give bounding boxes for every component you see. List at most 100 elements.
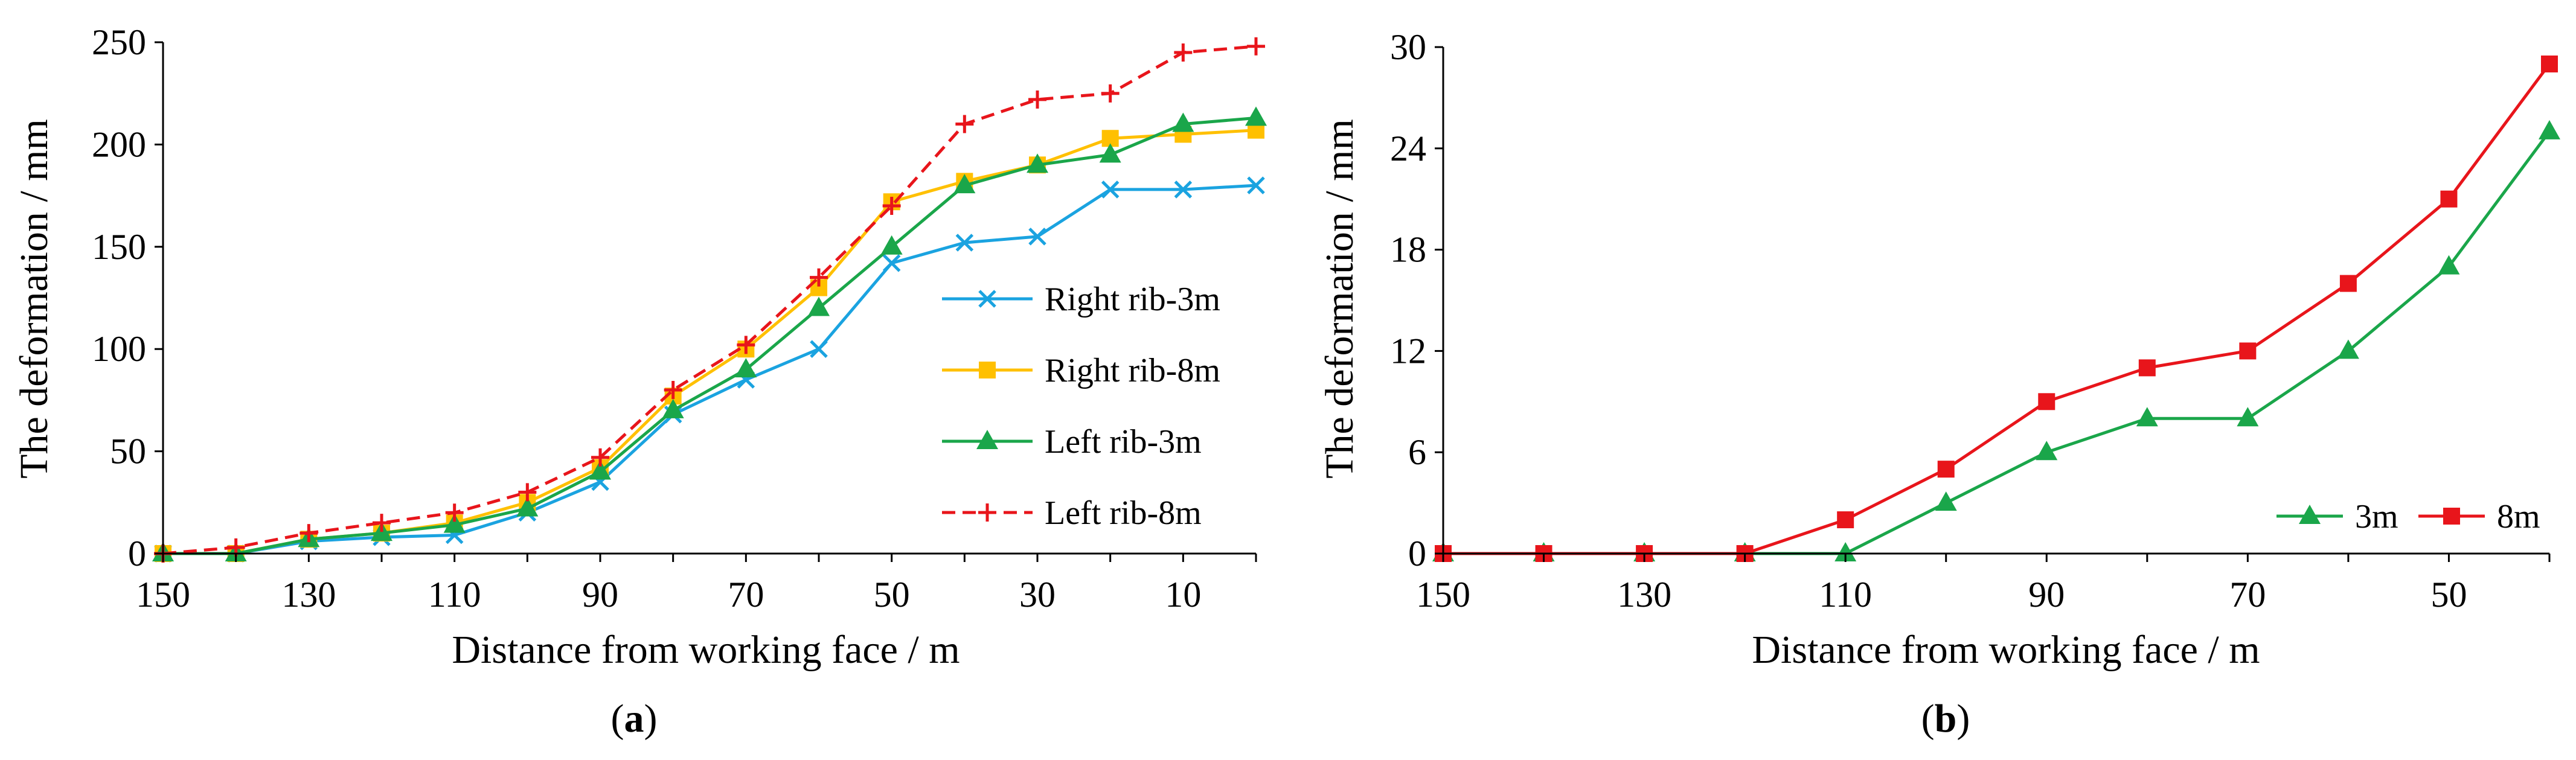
chart-b-x-axis-title: Distance from working face / m <box>1752 628 2260 672</box>
chart-a-series-left-rib-3m-point <box>953 174 976 194</box>
chart-b-y-axis-title: The deformation / mm <box>1318 119 1362 479</box>
chart-b-x-tick-label: 130 <box>1617 575 1671 615</box>
chart-b-series-8m-point <box>2541 55 2558 72</box>
chart-a-series-left-rib-8m-point <box>300 524 318 543</box>
chart-b-y-tick-label: 6 <box>1408 432 1426 472</box>
chart-b-y-tick-label: 12 <box>1390 331 1426 371</box>
chart-a-x-tick-label: 50 <box>874 575 910 615</box>
chart-a-y-tick-label: 50 <box>110 432 146 471</box>
chart-b-series-3m-point <box>2237 407 2259 427</box>
chart-b-series-3m-point <box>2337 339 2359 359</box>
chart-a-series-left-rib-8m-legend-marker <box>978 503 996 522</box>
chart-b-x-tick-label: 150 <box>1416 575 1470 615</box>
chart-b-series-8m-legend-marker <box>2443 508 2460 525</box>
chart-a-series-left-rib-3m-point <box>808 296 830 316</box>
chart-a-series-right-rib-3m-legend-marker <box>978 290 996 308</box>
chart-b-series-3m-point <box>2438 255 2460 275</box>
chart-b-series-8m-line <box>1443 63 2551 555</box>
chart-a-series-left-rib-8m-legend-label: Left rib-8m <box>1045 494 1202 532</box>
chart-b-series-8m-point <box>1937 461 1955 478</box>
chart-b-x-tick-label: 70 <box>2229 575 2266 615</box>
chart-b-data-marks <box>1432 55 2560 562</box>
chart-a-series-right-rib-3m-point <box>1247 176 1265 194</box>
chart-a-series-left-rib-3m-legend-label: Left rib-3m <box>1045 423 1202 461</box>
chart-a-series-left-rib-3m-point <box>1245 106 1267 126</box>
chart-b-series-8m-legend-label: 8m <box>2497 498 2540 535</box>
chart-b-series-3m-point <box>2539 120 2560 139</box>
chart-b-y-tick-label: 18 <box>1390 230 1426 270</box>
chart-b-series-8m-point <box>2239 342 2257 360</box>
chart-a-series-right-rib-3m-line <box>163 184 1257 555</box>
chart-a-series-left-rib-8m-point <box>810 268 828 287</box>
chart-a-series-left-rib-3m-line <box>163 116 1257 555</box>
chart-a-y-tick-label: 250 <box>92 22 146 62</box>
chart-b: 0 6 12 18 24 30 150 130 110 90 70 50 Distance from … <box>1318 27 2560 741</box>
chart-a-series-left-rib-3m-legend-marker <box>976 430 998 449</box>
chart-b-series-8m-point <box>2138 359 2156 377</box>
chart-b-series-3m-line <box>1443 130 2551 555</box>
chart-a-series-left-rib-8m-point <box>737 336 755 354</box>
chart-a-series-left-rib-3m-point <box>516 497 539 517</box>
chart-a-series-left-rib-8m-point <box>882 197 901 216</box>
chart-a-x-tick-label: 90 <box>582 575 618 615</box>
chart-a-x-axis-title: Distance from working face / m <box>452 628 960 672</box>
chart-b-series-3m-point <box>1834 542 1857 561</box>
chart-a-series-right-rib-8m-line <box>163 129 1257 555</box>
chart-a-series-right-rib-3m-point <box>1174 180 1193 199</box>
chart-a-x-tick-label: 150 <box>136 575 190 615</box>
chart-b-series-3m-point <box>2036 441 2058 461</box>
chart-a-tick-labels: 0 50 100 150 200 250 150 130 110 90 70 50 30 10 <box>92 22 1201 615</box>
chart-a-series-left-rib-8m-point <box>1028 90 1046 109</box>
chart-b-y-tick-label: 24 <box>1390 129 1426 168</box>
chart-b-series-8m-point <box>2038 393 2055 410</box>
chart-a-series-right-rib-8m-legend-label: Right rib-8m <box>1045 352 1220 389</box>
chart-a-series-right-rib-3m-point <box>810 340 828 358</box>
chart-a-series-left-rib-3m-point <box>880 235 903 255</box>
chart-b-series-8m-point <box>2440 190 2458 208</box>
chart-a-series-left-rib-8m-point <box>445 503 464 522</box>
chart-a-series-left-rib-8m-point <box>664 380 682 399</box>
chart-b-x-tick-label: 50 <box>2430 575 2467 615</box>
chart-b-axes <box>1435 46 2551 562</box>
chart-b-x-tick-label: 90 <box>2028 575 2065 615</box>
chart-a-y-tick-label: 100 <box>92 329 146 369</box>
chart-a-series-left-rib-3m-point <box>662 398 684 418</box>
chart-b-tick-labels: 0 6 12 18 24 30 150 130 110 90 70 50 <box>1390 27 2467 615</box>
chart-a-x-tick-label: 110 <box>428 575 481 615</box>
chart-a-series-left-rib-8m-point <box>591 448 609 467</box>
chart-b-series-3m-legend-label: 3m <box>2355 498 2398 535</box>
chart-a-y-tick-label: 150 <box>92 227 146 267</box>
chart-a-series-right-rib-3m-point <box>1101 180 1120 199</box>
chart-a-series-left-rib-8m-point <box>1101 84 1120 103</box>
chart-a-series-right-rib-3m-point <box>882 254 901 272</box>
chart-b-series-3m-point <box>2136 407 2158 427</box>
chart-a-series-right-rib-3m-point <box>1028 228 1046 246</box>
chart-a-series-right-rib-3m-legend-label: Right rib-3m <box>1045 281 1220 318</box>
chart-b-legend: 3m 8m <box>2276 498 2540 535</box>
chart-a-panel-label: (a) <box>611 697 658 741</box>
chart-a-axes <box>155 41 1257 562</box>
chart-a-series-left-rib-3m-point <box>443 513 466 533</box>
chart-a-x-tick-label: 70 <box>728 575 764 615</box>
chart-a-y-axis-title: The deformation / mm <box>12 119 56 479</box>
chart-a-x-tick-label: 130 <box>281 575 336 615</box>
chart-a-series-left-rib-8m-point <box>1247 37 1265 56</box>
chart-a-series-left-rib-3m-point <box>1027 153 1048 173</box>
chart-b-series-3m-legend-marker <box>2299 505 2321 524</box>
chart-a-series-left-rib-3m-point <box>735 358 757 378</box>
chart-a-series-left-rib-3m-point <box>1099 143 1121 163</box>
chart-a-x-tick-label: 30 <box>1019 575 1056 615</box>
chart-a-series-left-rib-3m-point <box>1172 112 1194 132</box>
chart-b-panel-label: (b) <box>1921 697 1970 741</box>
chart-a-series-left-rib-3m-point <box>589 460 611 480</box>
chart-a: 0 50 100 150 200 250 150 130 110 90 70 50 30 10 Dista… <box>12 22 1267 741</box>
chart-a-series-right-rib-3m-point <box>955 234 974 252</box>
chart-a-series-left-rib-8m-point <box>955 115 974 133</box>
chart-a-legend: Right rib-3m Right rib-8m Left rib-3m Left … <box>942 281 1220 532</box>
chart-a-series-left-rib-8m-point <box>518 483 537 502</box>
chart-a-y-tick-label: 200 <box>92 124 146 164</box>
chart-a-series-left-rib-8m-point <box>1174 43 1193 62</box>
chart-a-series-left-rib-8m-point <box>373 514 391 532</box>
chart-b-y-tick-label: 30 <box>1390 27 1426 67</box>
